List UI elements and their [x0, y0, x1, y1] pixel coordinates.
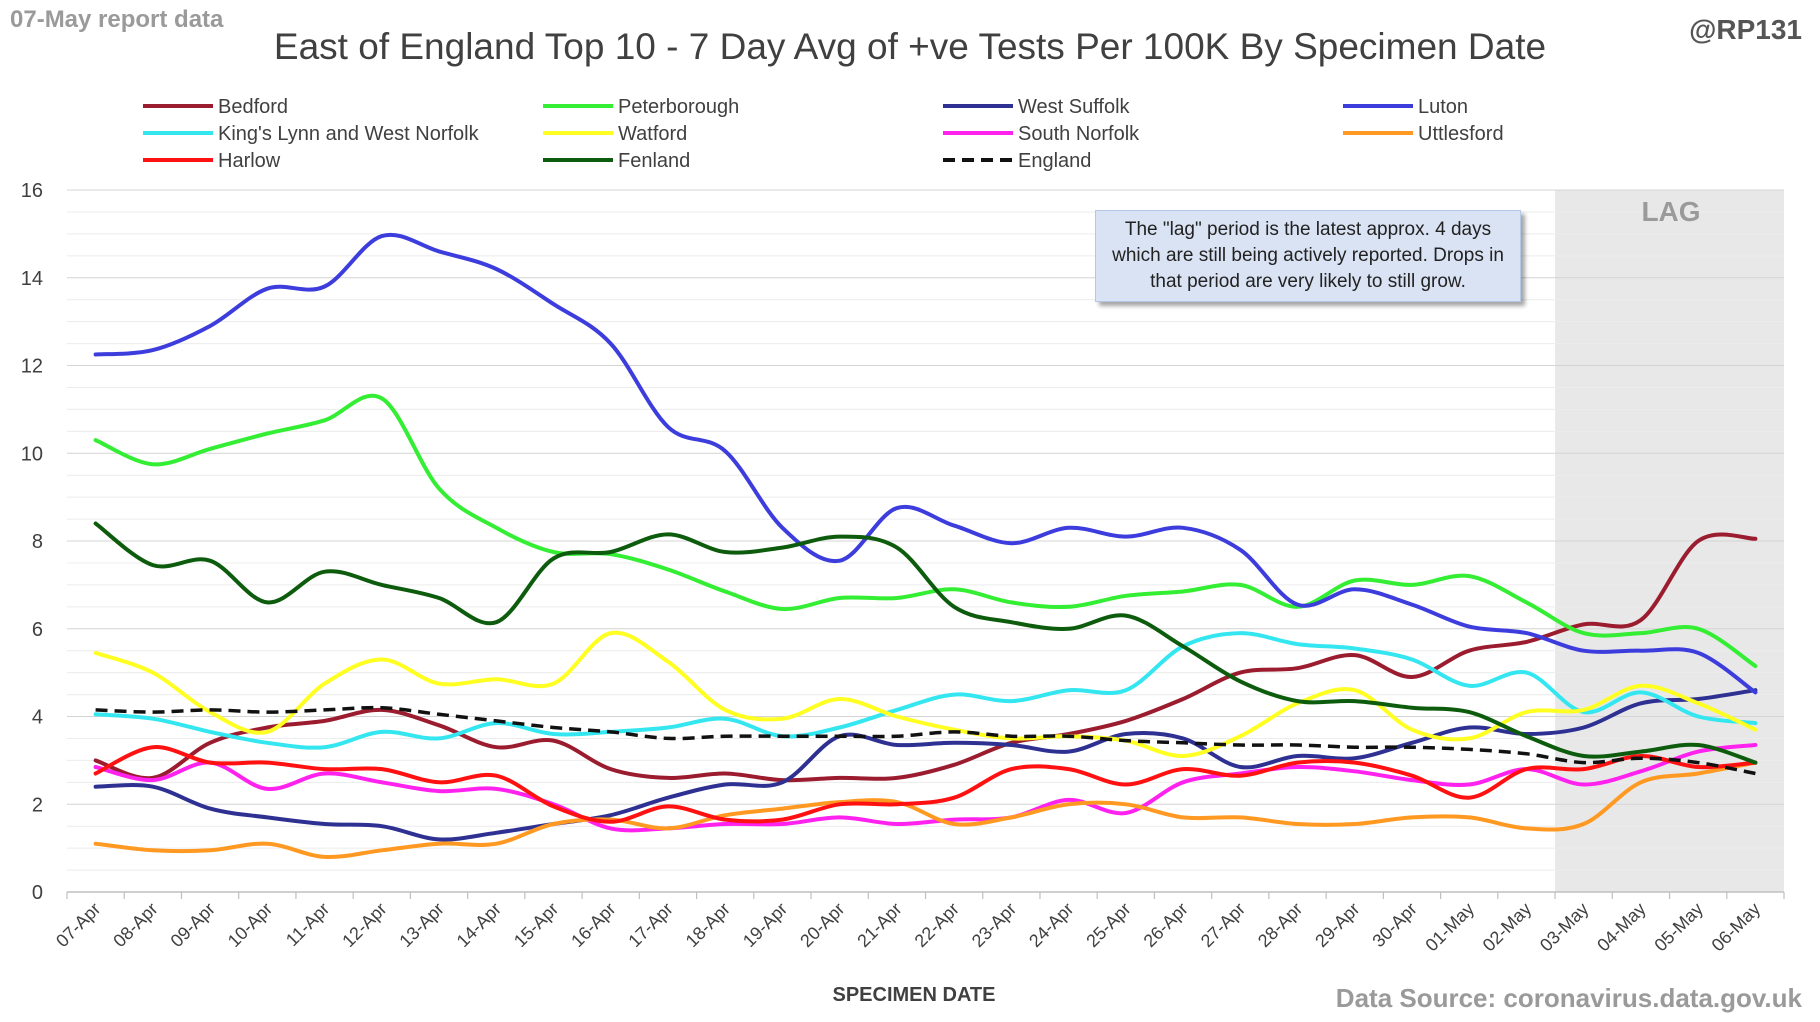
x-tick-label: 19-Apr [739, 899, 791, 951]
x-tick-label: 29-Apr [1311, 899, 1363, 951]
legend-label-uttlesford: Uttlesford [1418, 123, 1504, 145]
y-tick-label: 4 [32, 707, 43, 729]
legend-label-bedford: Bedford [218, 96, 288, 118]
series-lines [93, 232, 1758, 860]
x-tick-label: 10-Apr [224, 899, 276, 951]
x-tick-label: 30-Apr [1368, 899, 1420, 951]
x-tick-label: 05-May [1650, 899, 1707, 956]
y-tick-label: 14 [21, 268, 43, 290]
lag-label: LAG [1641, 196, 1701, 227]
x-tick-label: 02-May [1479, 899, 1536, 956]
x-tick-label: 27-Apr [1197, 899, 1249, 951]
y-tick-label: 2 [32, 794, 43, 816]
report-date-label: 07-May report data [10, 6, 224, 33]
x-tick-label: 28-Apr [1254, 899, 1306, 951]
x-tick-label: 16-Apr [567, 899, 619, 951]
series-line-uttlesford [93, 760, 1758, 860]
y-tick-labels: 0 2 4 6 8 10 12 14 16 [21, 180, 43, 904]
x-tick-label: 07-Apr [52, 899, 104, 951]
x-tick-label: 09-Apr [167, 899, 219, 951]
x-tick-label: 01-May [1421, 899, 1478, 956]
legend-label-peterborough: Peterborough [618, 96, 739, 118]
legend-label-harlow: Harlow [218, 150, 281, 172]
x-tick-label: 08-Apr [109, 899, 161, 951]
author-handle: @RP131 [1689, 14, 1802, 45]
series-line-south-norfolk [93, 743, 1758, 833]
y-tick-label: 0 [32, 882, 43, 904]
legend-label-king-s-lynn-and-west-norfolk: King's Lynn and West Norfolk [218, 123, 480, 145]
legend: Bedford Peterborough West Suffolk Luton King… [143, 96, 1504, 172]
legend-label-england: England [1018, 150, 1091, 172]
series-line-fenland [93, 521, 1758, 765]
series-line-harlow [93, 745, 1758, 824]
x-tick-label: 11-Apr [282, 899, 333, 950]
y-tick-label: 16 [21, 180, 43, 202]
x-tick-label: 13-Apr [395, 899, 447, 951]
legend-label-watford: Watford [618, 123, 687, 145]
axes [66, 891, 1785, 899]
series-line-peterborough [93, 393, 1758, 668]
x-tick-label: 23-Apr [968, 899, 1020, 951]
x-tick-label: 04-May [1593, 899, 1650, 956]
data-source-label: Data Source: coronavirus.data.gov.uk [1335, 983, 1802, 1013]
series-line-west-suffolk [93, 688, 1758, 842]
x-tick-label: 03-May [1536, 899, 1593, 956]
y-tick-label: 8 [32, 531, 43, 553]
x-tick-label: 18-Apr [682, 899, 734, 951]
x-tick-label: 20-Apr [796, 899, 848, 951]
x-tick-label: 06-May [1708, 899, 1765, 956]
x-tick-label: 26-Apr [1140, 899, 1192, 951]
chart-title: East of England Top 10 - 7 Day Avg of +v… [273, 26, 1547, 67]
x-tick-label: 21-Apr [853, 899, 905, 951]
x-tick-label: 25-Apr [1082, 899, 1134, 951]
series-line-watford [93, 630, 1758, 759]
legend-label-west-suffolk: West Suffolk [1018, 96, 1131, 118]
x-tick-labels: 07-Apr 08-Apr 09-Apr 10-Apr 11-Apr 12-Apr 13-A… [52, 899, 1764, 956]
series-line-king-s-lynn-and-west-norfolk [93, 631, 1758, 750]
lag-annotation-box: The "lag" period is the latest approx. 4… [1095, 210, 1521, 302]
x-tick-label: 14-Apr [453, 899, 505, 951]
series-line-luton [93, 232, 1758, 695]
legend-label-south-norfolk: South Norfolk [1018, 123, 1140, 145]
series-line-bedford [93, 532, 1758, 783]
legend-label-fenland: Fenland [618, 150, 690, 172]
y-tick-label: 6 [32, 619, 43, 641]
x-tick-label: 12-Apr [338, 899, 390, 951]
x-axis-label: SPECIMEN DATE [833, 984, 996, 1006]
legend-label-luton: Luton [1418, 96, 1468, 118]
y-tick-label: 10 [21, 443, 43, 465]
x-tick-label: 24-Apr [1025, 899, 1077, 951]
x-tick-label: 15-Apr [510, 899, 562, 951]
x-tick-label: 17-Apr [624, 899, 676, 951]
y-tick-label: 12 [21, 356, 43, 378]
x-tick-label: 22-Apr [911, 899, 963, 951]
